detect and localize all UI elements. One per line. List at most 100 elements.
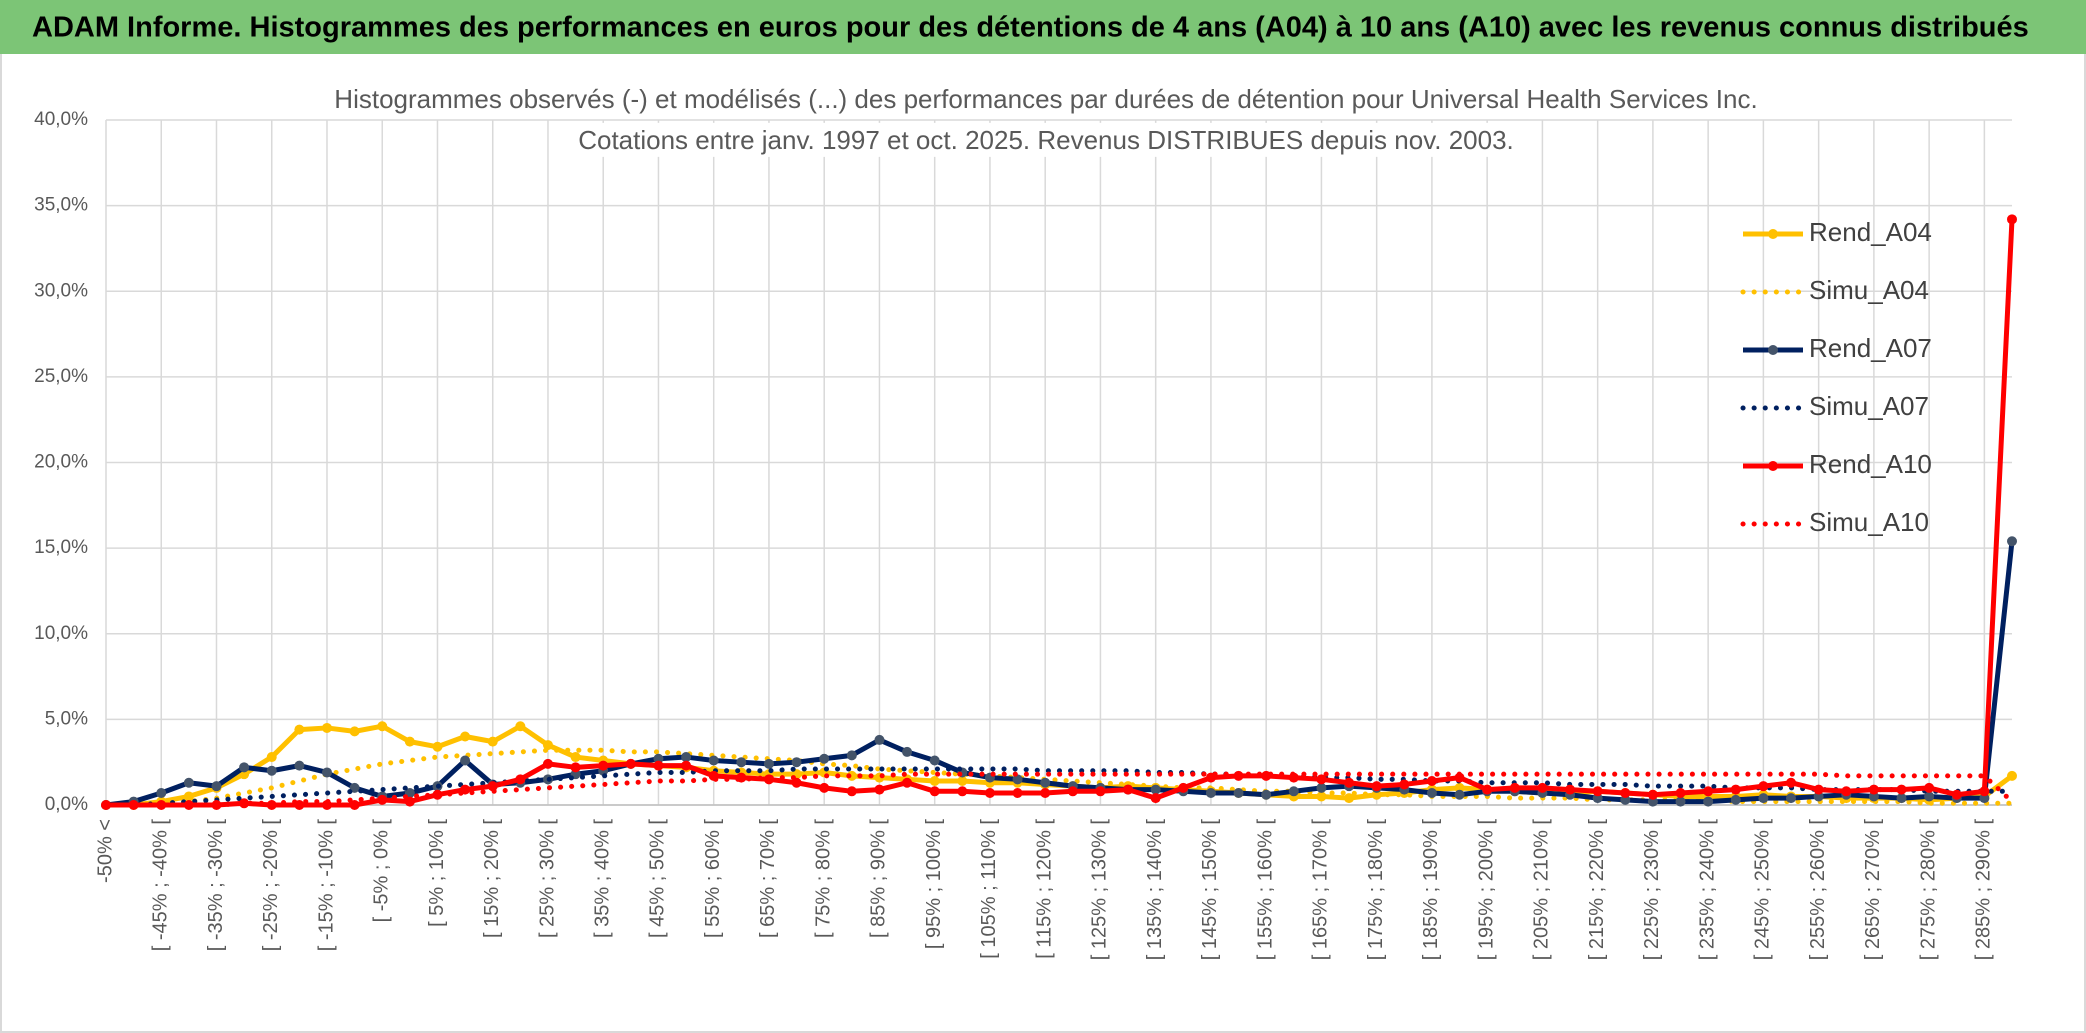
x-tick-label: [ -15% ; -10% [: [315, 819, 337, 952]
data-point: [2007, 214, 2017, 225]
data-point: [1786, 793, 1797, 804]
data-point: [183, 791, 194, 802]
data-point: [1205, 788, 1216, 799]
data-point: [515, 721, 526, 732]
y-tick-label: 15,0%: [34, 537, 88, 558]
data-point: [1012, 774, 1023, 785]
y-tick-label: 25,0%: [34, 366, 88, 387]
data-point: [321, 767, 332, 778]
data-point: [929, 755, 940, 766]
data-point: [763, 758, 774, 769]
title-background: [572, 122, 1520, 157]
series-line: [106, 219, 2015, 808]
data-point: [1647, 796, 1658, 807]
data-point: [1454, 782, 1465, 793]
data-point: [1951, 789, 1962, 800]
data-point: [349, 800, 360, 810]
data-point: [791, 777, 802, 788]
y-tick-label: 40,0%: [34, 109, 88, 130]
data-point: [902, 777, 913, 788]
x-tick-label: [ 105% ; 110% [: [978, 819, 1000, 959]
data-point: [2007, 770, 2017, 781]
data-point: [128, 800, 139, 810]
data-point: [1979, 786, 1990, 797]
data-point: [542, 740, 553, 751]
series-line: [105, 541, 2015, 808]
data-point: [1868, 791, 1879, 802]
x-tick-label: [ 25% ; 30% [: [536, 819, 558, 938]
data-point: [1426, 788, 1437, 799]
y-tick-label: 35,0%: [34, 195, 88, 216]
data-point: [984, 788, 995, 799]
data-point: [1592, 786, 1603, 797]
data-point: [1537, 782, 1548, 793]
data-point: [957, 776, 968, 787]
data-point: [1095, 786, 1106, 797]
legend-label: Simu_A10: [1809, 507, 1929, 537]
data-point: [377, 721, 388, 732]
data-point: [1012, 788, 1023, 799]
data-point: [515, 774, 526, 785]
data-point: [432, 741, 443, 752]
x-tick-label: [ 185% ; 190% [: [1420, 819, 1442, 961]
data-point: [874, 734, 885, 745]
x-tick-label: [ 155% ; 160% [: [1254, 819, 1276, 961]
data-point: [1924, 782, 1935, 793]
data-point: [239, 762, 250, 773]
data-point: [1841, 786, 1852, 797]
data-point: [1233, 788, 1244, 799]
x-tick-label: [ -35% ; -30% [: [205, 819, 227, 952]
data-point: [1813, 791, 1824, 802]
labels: 0,0% 5,0% 10,0% 15,0% 20,0% 25,0% 30,0% 35,0% 40…: [34, 84, 1995, 960]
page-title: ADAM Informe. Histogrammes des performan…: [32, 12, 2029, 44]
data-point: [1150, 793, 1161, 804]
data-point: [570, 752, 581, 763]
data-point: [1261, 789, 1272, 800]
x-tick-label: [ 95% ; 100% [: [923, 819, 945, 950]
banner: [0, 0, 2086, 54]
data-point: [846, 750, 857, 761]
data-point: [183, 800, 194, 810]
x-tick-label: [ 165% ; 170% [: [1310, 819, 1332, 961]
x-tick-label: [ 35% ; 40% [: [591, 819, 613, 938]
legend-marker: [1768, 345, 1778, 355]
data-point: [846, 770, 857, 781]
data-point: [1482, 784, 1493, 795]
data-point: [1620, 788, 1631, 799]
data-point: [708, 755, 719, 766]
data-point: [1565, 784, 1576, 795]
y-tick-label: 10,0%: [34, 623, 88, 644]
x-tick-label: [ 235% ; 240% [: [1696, 819, 1718, 961]
data-point: [1703, 796, 1714, 807]
y-tick-label: 30,0%: [34, 280, 88, 301]
x-tick-label: [ 255% ; 260% [: [1807, 819, 1829, 961]
data-point: [266, 765, 277, 776]
x-tick-label: [ 75% ; 80% [: [812, 819, 834, 938]
y-tick-label: 0,0%: [45, 794, 88, 815]
x-tick-label: [ 5% ; 10% [: [426, 819, 448, 927]
data-point: [1316, 782, 1327, 793]
data-point: [846, 786, 857, 797]
data-point: [957, 786, 968, 797]
data-point: [1758, 781, 1769, 792]
data-point: [1620, 794, 1631, 805]
x-tick-label: [ 115% ; 120% [: [1033, 819, 1055, 959]
data-point: [487, 781, 498, 792]
x-tick-label: [ 15% ; 20% [: [481, 819, 503, 938]
legend-label: Rend_A04: [1809, 217, 1932, 247]
data-point: [1730, 794, 1741, 805]
x-tick-label: [ 125% ; 130% [: [1089, 819, 1111, 961]
x-tick-label: [ 245% ; 250% [: [1752, 819, 1774, 961]
data-point: [460, 755, 471, 766]
data-point: [349, 726, 360, 737]
data-point: [266, 752, 277, 763]
data-point: [1040, 788, 1051, 799]
x-tick-label: [ 285% ; 290% [: [1973, 819, 1995, 961]
data-point: [1371, 781, 1382, 792]
data-point: [598, 760, 609, 771]
data-point: [1150, 784, 1161, 795]
data-point: [819, 753, 830, 764]
y-tick-label: 5,0%: [45, 708, 88, 729]
data-point: [1040, 777, 1051, 788]
